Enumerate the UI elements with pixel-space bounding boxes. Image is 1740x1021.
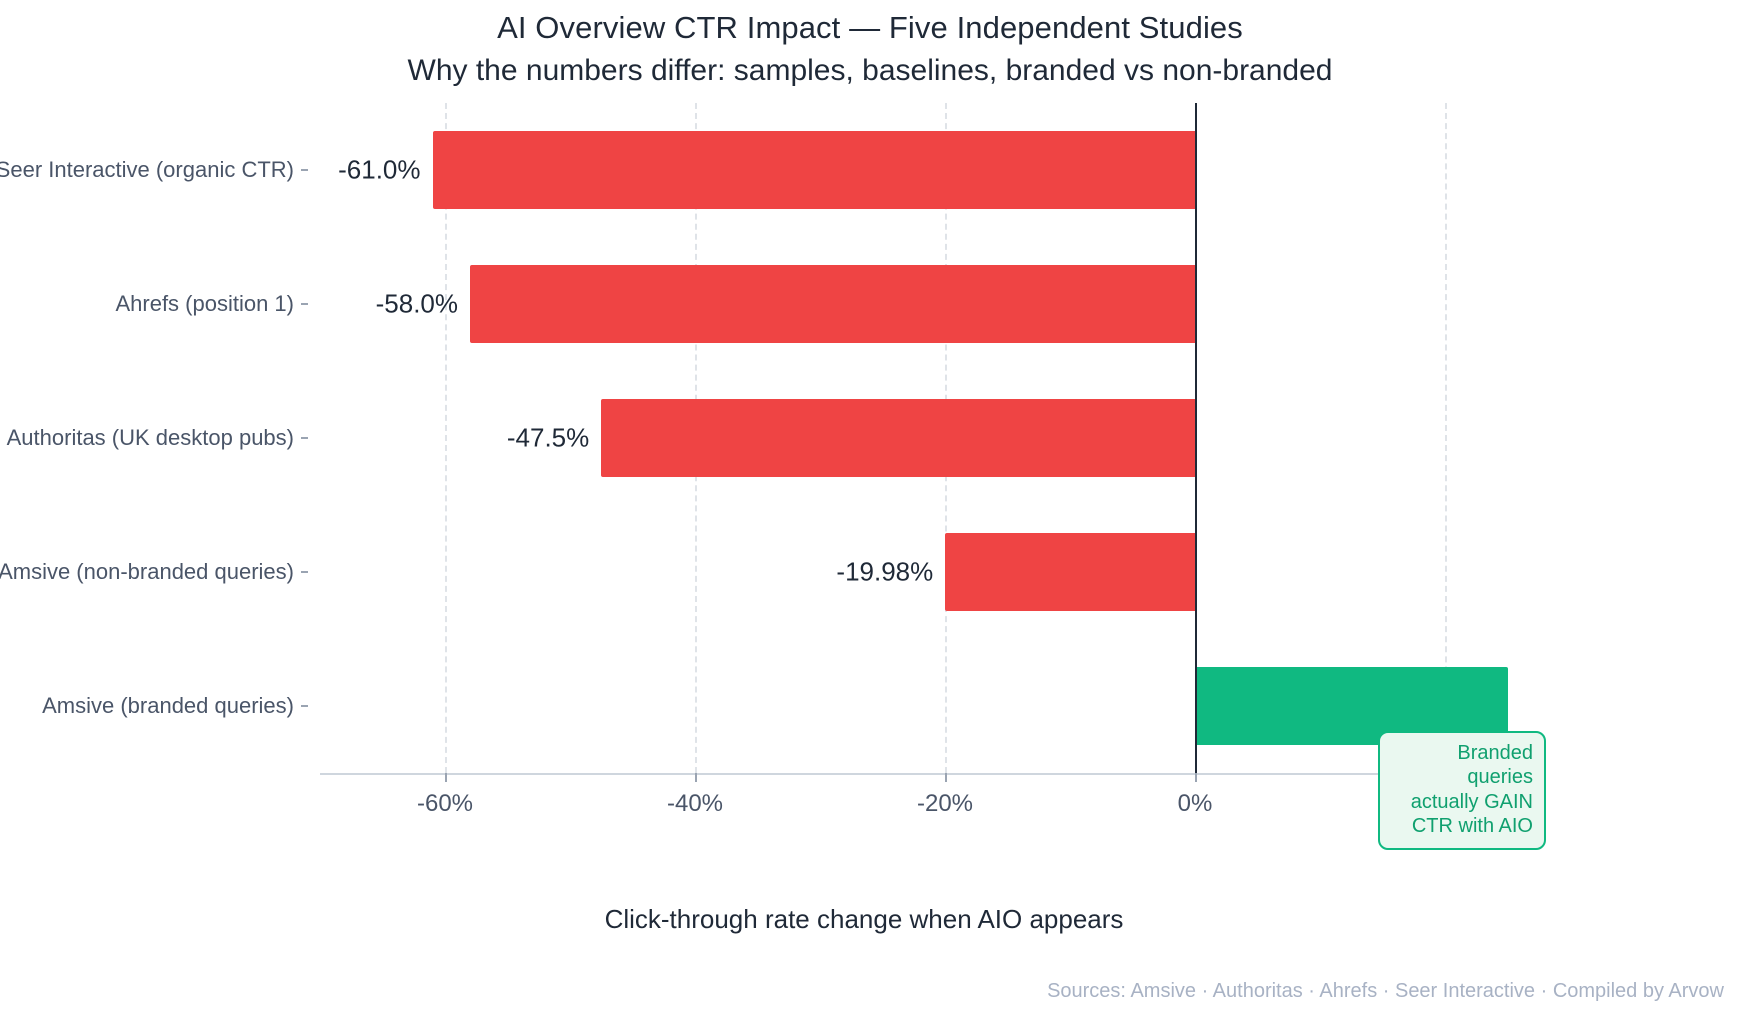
bar-value-label: -61.0% [338,154,421,185]
title-block: AI Overview CTR Impact — Five Independen… [0,0,1740,88]
grid-line [445,103,447,773]
branded-gain-callout: Branded queries actually GAIN CTR with AIO [1378,731,1546,850]
bar[interactable] [470,265,1195,343]
x-axis-line [320,773,1545,775]
callout-line: Branded queries [1457,742,1533,789]
y-axis-tick-label: Amsive (branded queries) [42,693,294,718]
callout-line: CTR with AIO [1411,815,1533,838]
bar-value-label: -19.98% [836,556,934,587]
x-axis-tick [445,773,447,782]
y-axis-tick [301,303,308,305]
x-axis-tick [695,773,697,782]
y-axis-tick [301,571,308,573]
bar[interactable] [432,131,1195,209]
sources-footer: Sources: Amsive · Authoritas · Ahrefs · … [1047,980,1724,1002]
y-axis: Seer Interactive (organic CTR) Ahrefs (po… [0,103,308,773]
bar[interactable] [601,399,1195,477]
x-axis-tick-label: 0% [1177,790,1213,817]
bar[interactable] [945,533,1195,611]
x-axis-tick-label: -60% [416,790,474,817]
zero-line [1195,103,1197,773]
bar-value-label: -47.5% [506,422,590,453]
x-axis-tick [1195,773,1197,782]
grid-line [1445,103,1447,773]
x-axis-tick [945,773,947,782]
x-axis-tick-label: -40% [666,790,724,817]
x-axis: -60%-40%-20%0%20% [320,773,1545,833]
x-axis-title-text: Click-through rate change when AIO appea… [604,904,1124,934]
y-axis-tick-label: Ahrefs (position 1) [115,291,294,316]
callout-line: actually GAIN [1410,790,1533,813]
y-axis-tick-label: Authoritas (UK desktop pubs) [6,425,294,450]
plot-area: -61.0% -58.0% -47.5% -19.98% [320,103,1545,773]
x-axis-title: Click-through rate change when AIO appea… [0,904,1740,935]
y-axis-tick [301,169,308,171]
x-axis-tick-label: -20% [916,790,974,817]
y-axis-tick [301,705,308,707]
chart-subtitle: Why the numbers differ: samples, baselin… [407,54,1333,87]
y-axis-tick-label: Seer Interactive (organic CTR) [0,157,294,182]
y-axis-tick [301,437,308,439]
bar-value-label: -58.0% [375,288,458,319]
y-axis-tick-label: Amsive (non-branded queries) [0,559,294,584]
chart-title: AI Overview CTR Impact — Five Independen… [497,10,1243,45]
